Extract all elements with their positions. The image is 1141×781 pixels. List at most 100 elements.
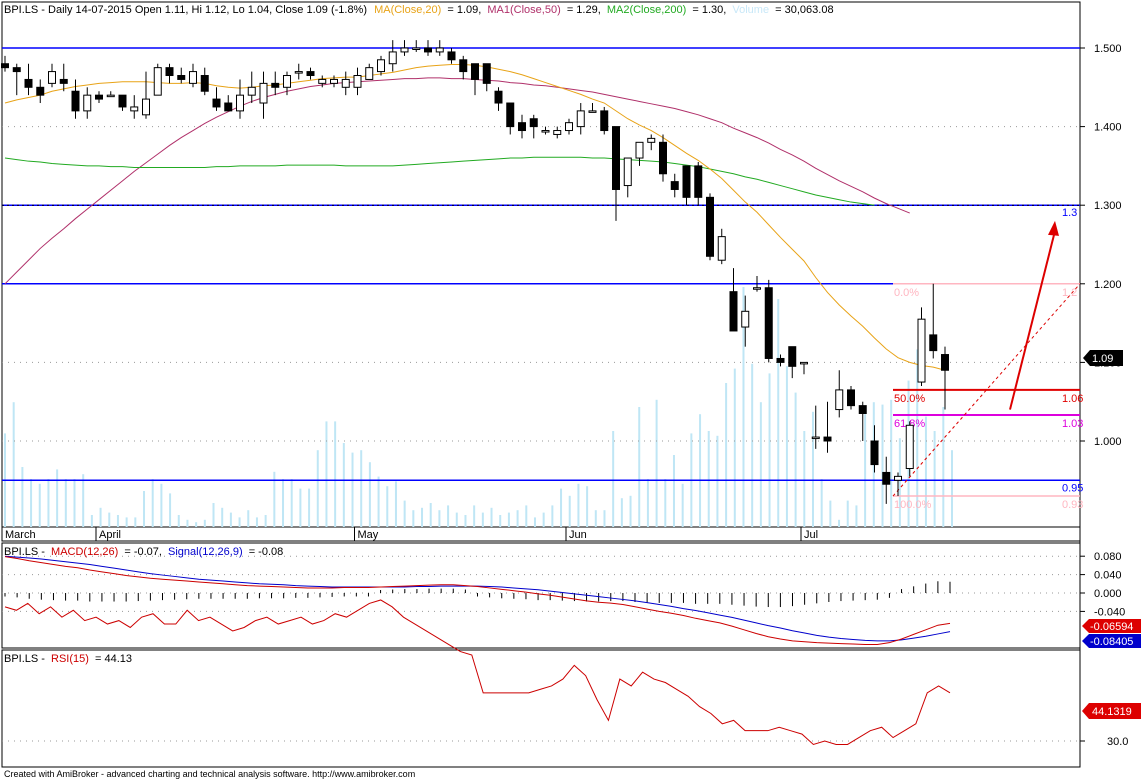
volume-bar <box>377 476 380 527</box>
volume-bar <box>499 515 502 527</box>
current-price-label: 1.09 <box>1092 353 1113 365</box>
volume-bar <box>620 498 623 527</box>
macd-value: = -0.07, <box>124 546 162 558</box>
volume-bar <box>82 474 85 527</box>
volume-bar <box>777 299 780 527</box>
rsi-tick-label: 30.0 <box>1107 736 1128 748</box>
candle-body <box>165 67 174 77</box>
candle-body <box>576 110 585 128</box>
candle-body <box>177 75 186 80</box>
candle-body <box>835 389 844 411</box>
candle-body <box>36 86 45 96</box>
volume-bar <box>247 510 250 527</box>
header-prefix: BPI.LS - Daily 14-07-2015 Open 1.11, Hi … <box>4 4 367 16</box>
volume-bar <box>64 479 67 527</box>
candle-body <box>612 126 620 190</box>
macd-indicator: 0.080 0.040 0.000 -0.040 <box>2 551 1125 646</box>
candle-body <box>435 47 444 53</box>
month-axis: March April May Jun Jul <box>1 527 818 541</box>
volume-bar <box>811 411 814 527</box>
candle-body <box>271 82 280 88</box>
header-volume-value: = 30,063.08 <box>775 4 833 16</box>
rsi-panel-frame <box>1 649 1081 768</box>
volume-bar <box>672 455 675 527</box>
volume-bar <box>612 431 615 527</box>
volume-bar <box>282 479 285 527</box>
volume-bar <box>12 402 15 527</box>
volume-bar <box>290 479 293 527</box>
volume-bar <box>151 479 154 527</box>
macd-tick-label: 0.080 <box>1094 551 1122 563</box>
volume-bar <box>90 515 93 527</box>
candle-body <box>894 475 902 481</box>
volume-bar <box>560 488 563 527</box>
header-ma1-value: = 1.29, <box>567 4 601 16</box>
signal-value-box: -0.08405 <box>1082 634 1141 648</box>
candle-body <box>212 98 221 108</box>
volume-bar <box>195 522 198 527</box>
candle-body <box>365 67 374 80</box>
volume-bar <box>186 519 189 527</box>
candle-body <box>247 86 256 96</box>
volume-bar <box>699 414 702 527</box>
candle-body <box>635 141 644 159</box>
fib-pct-label: 0.0% <box>894 287 919 299</box>
candle-body <box>189 71 197 84</box>
candle-body <box>506 102 515 128</box>
fib-value-label: 1.06 <box>1062 393 1083 405</box>
ma200-line <box>4 156 875 206</box>
volume-bar <box>403 500 406 527</box>
volume-bar <box>638 407 641 527</box>
volume-bar <box>551 505 554 527</box>
volume-bar <box>933 431 936 527</box>
candle-body <box>83 94 92 112</box>
signal-label: Signal(12,26,9) <box>168 546 243 558</box>
candle-body <box>341 78 350 88</box>
candle-body <box>670 181 679 190</box>
candle-body <box>59 78 68 84</box>
volume-bar <box>134 517 137 527</box>
volume-bar <box>325 421 328 527</box>
volume-bar <box>360 450 363 527</box>
volume-bar <box>577 483 580 527</box>
volume-bar <box>655 399 658 527</box>
candle-body <box>800 361 808 365</box>
volume-bar <box>525 505 528 527</box>
candle-body <box>283 75 291 88</box>
volume-bar <box>299 488 302 527</box>
candle-body <box>48 71 56 84</box>
macd-line <box>4 556 951 646</box>
volume-bar <box>255 517 258 527</box>
volume-bar <box>594 510 597 527</box>
candle-body <box>529 118 538 128</box>
volume-bar <box>681 483 684 527</box>
volume-bar <box>212 503 215 527</box>
volume-bar <box>116 515 119 527</box>
candle-body <box>811 436 820 440</box>
arrow-head <box>1048 220 1059 236</box>
volume-bar <box>203 519 206 527</box>
header-ma-value: = 1.09, <box>447 4 481 16</box>
annotation-arrow <box>1009 220 1059 410</box>
volume-bar <box>47 479 50 527</box>
footer-credit: Created with AmiBroker - advanced charti… <box>4 769 415 779</box>
candle-body <box>118 94 127 108</box>
volume-bar <box>169 493 172 527</box>
rsi-indicator: 30.0 <box>2 599 1128 748</box>
volume-bar <box>586 486 589 527</box>
macd-title: BPI.LS - MACD(12,26) = -0.07, Signal(12,… <box>4 546 283 558</box>
month-label: Jun <box>569 529 587 541</box>
volume-bar <box>108 512 111 527</box>
candle-body <box>858 405 867 414</box>
rsi-label: RSI(15) <box>51 653 89 665</box>
chart-title: BPI.LS - Daily 14-07-2015 Open 1.11, Hi … <box>4 4 834 16</box>
volume-bar <box>177 515 180 527</box>
macd-box-label: -0.06594 <box>1090 621 1133 633</box>
candle-body <box>764 287 773 359</box>
volume-bar <box>481 512 484 527</box>
candle-body <box>553 130 562 135</box>
volume-bar <box>733 368 736 527</box>
candle-body <box>917 318 926 383</box>
volume-bar <box>542 512 545 527</box>
